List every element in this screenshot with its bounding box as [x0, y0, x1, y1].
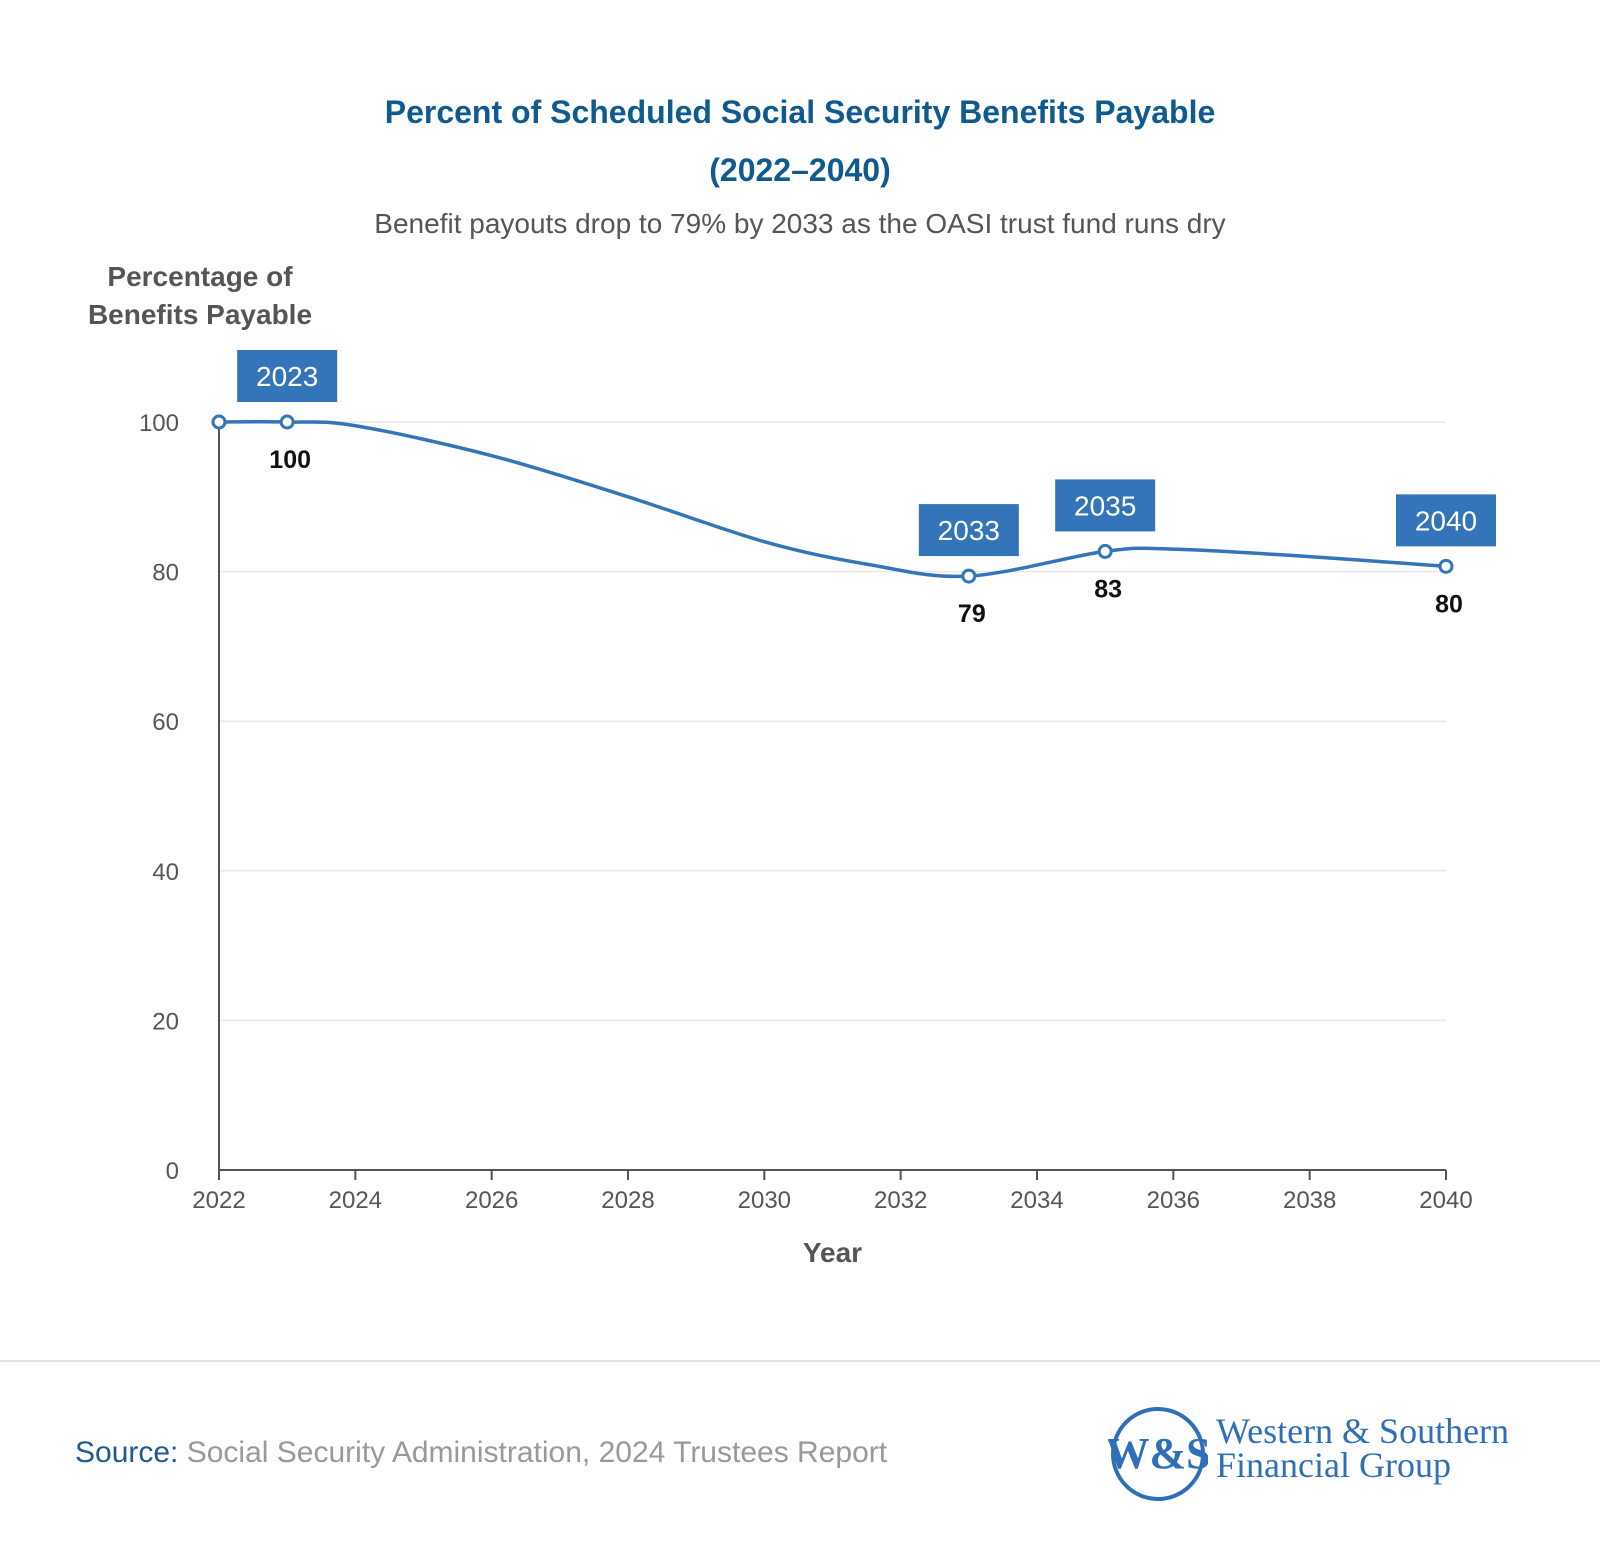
data-point	[211, 414, 227, 430]
y-axis-label: Percentage of Benefits Payable	[60, 258, 340, 334]
year-callout-label: 2033	[938, 515, 1000, 546]
x-tick-label: 2026	[465, 1187, 518, 1214]
chart-title: Percent of Scheduled Social Security Ben…	[384, 94, 1216, 130]
x-tick-label: 2022	[192, 1187, 245, 1214]
year-callout	[918, 504, 1019, 557]
logo-line1: Western & Southern	[1216, 1411, 1510, 1451]
data-point	[279, 414, 295, 430]
chart-subtitle: Benefit payouts drop to 79% by 2033 as t…	[374, 208, 1226, 239]
y-tick-label: 100	[139, 410, 179, 437]
x-tick-label: 2034	[1010, 1187, 1063, 1214]
y-tick-label: 40	[152, 859, 179, 886]
value-label: 83	[1094, 575, 1122, 603]
x-tick-label: 2030	[738, 1187, 791, 1214]
data-point	[961, 568, 977, 584]
x-axis-label: Year	[803, 1237, 862, 1268]
x-tick-label: 2028	[601, 1187, 654, 1214]
x-tick-label: 2036	[1147, 1187, 1200, 1214]
data-point	[1438, 558, 1454, 574]
y-axis-label-line1: Percentage of	[107, 261, 293, 292]
data-line	[218, 419, 1447, 579]
y-axis-label-line2: Benefits Payable	[87, 299, 313, 330]
chart-title-years: (2022–2040)	[709, 152, 891, 188]
ws-logo-icon: W&S	[1108, 1407, 1208, 1501]
y-tick-label: 60	[152, 709, 179, 736]
year-callout	[237, 350, 338, 402]
source-text: Social Security Administration, 2024 Tru…	[186, 1436, 888, 1469]
svg-text:W&S: W&S	[1108, 1429, 1208, 1478]
logo-line2: Financial Group	[1216, 1445, 1451, 1485]
x-tick-label: 2024	[329, 1187, 382, 1214]
logo-wordmark: Western & Southern Financial Group	[1216, 1411, 1510, 1485]
value-label: 100	[269, 446, 311, 474]
year-callout	[1055, 479, 1156, 532]
value-label: 79	[958, 600, 986, 628]
x-tick-label: 2032	[874, 1187, 927, 1214]
value-label: 80	[1435, 590, 1463, 618]
source-note: Source: Social Security Administration, …	[75, 1436, 887, 1470]
footer-divider	[0, 1360, 1600, 1362]
x-tick-label: 2040	[1419, 1187, 1472, 1214]
source-label: Source:	[75, 1436, 179, 1469]
year-callout-label: 2023	[256, 361, 318, 392]
y-tick-label: 80	[152, 560, 179, 587]
y-tick-label: 20	[152, 1008, 179, 1035]
year-callout	[1396, 494, 1496, 547]
year-callout-label: 2035	[1074, 490, 1136, 521]
x-tick-label: 2038	[1283, 1187, 1336, 1214]
data-point	[1097, 543, 1113, 559]
y-tick-label: 0	[166, 1158, 179, 1185]
year-callout-label: 2040	[1415, 505, 1477, 536]
